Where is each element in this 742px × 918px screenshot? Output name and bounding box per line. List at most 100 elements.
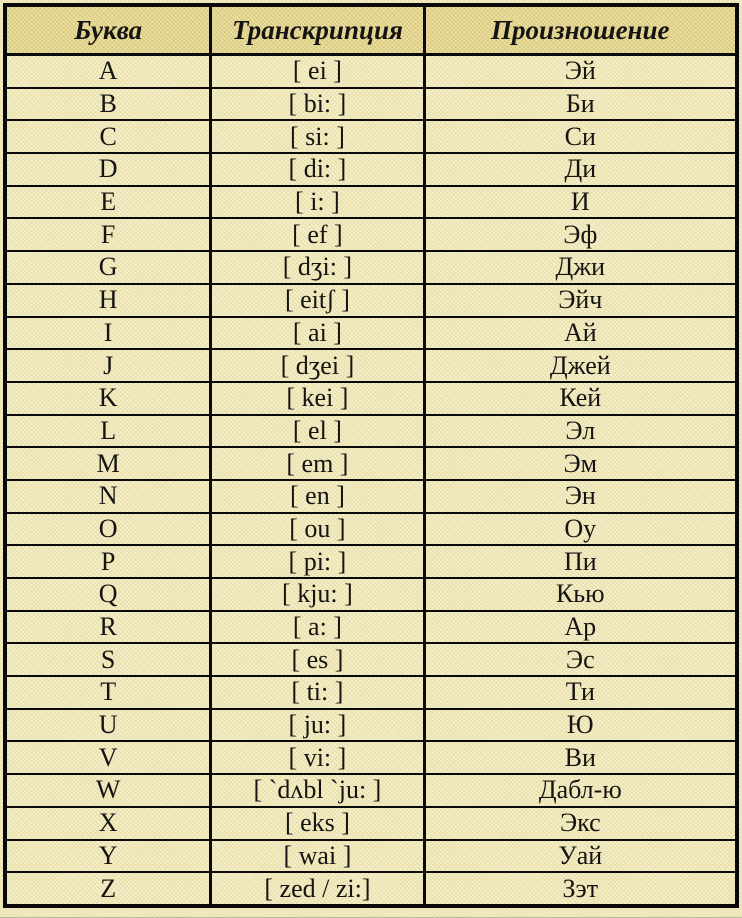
table-row: V [ vi: ] Ви: [7, 740, 735, 774]
transcription-cell: [ kei ]: [212, 382, 426, 414]
letter-cell: O: [7, 513, 213, 545]
letter-cell: F: [7, 219, 213, 251]
table-row: F [ ef ] Эф: [7, 217, 735, 251]
alphabet-table: Буква Транскрипция Произношение A [ ei ]…: [3, 3, 739, 908]
pronunciation-cell: Ю: [566, 710, 594, 740]
letter-cell: A: [7, 56, 213, 87]
table-row: N [ en ] Эн: [7, 478, 735, 512]
table-row: G [ dʒi: ] Джи: [7, 250, 735, 283]
letter-cell: U: [7, 709, 213, 741]
pronunciation-cell: Ар: [564, 612, 597, 642]
transcription-cell: [ i: ]: [212, 186, 426, 218]
letter-cell: R: [7, 611, 213, 643]
transcription-cell: [ pi: ]: [212, 546, 426, 577]
table-row: B [ bi: ] Би: [7, 86, 735, 120]
transcription-cell: [ kju: ]: [212, 579, 426, 610]
pronunciation-cell: И: [570, 187, 590, 217]
letter-cell: M: [7, 448, 213, 479]
pronunciation-cell: Кей: [559, 383, 602, 413]
transcription-cell: [ ti: ]: [212, 677, 426, 708]
pronunciation-cell: Эф: [563, 219, 598, 249]
letter-cell: E: [7, 186, 213, 218]
transcription-cell: [ em ]: [212, 448, 426, 479]
transcription-cell: [ eks ]: [212, 807, 426, 839]
pronunciation-cell: Би: [565, 89, 595, 119]
letter-cell: T: [7, 677, 213, 708]
pronunciation-cell: Джи: [555, 252, 606, 282]
letter-cell: L: [7, 415, 213, 447]
pronunciation-cell: Ай: [563, 317, 597, 347]
table-row: I [ ai ] Ай: [7, 315, 735, 349]
header-pronunciation: Произношение: [491, 14, 670, 45]
transcription-cell: [ ei ]: [212, 56, 426, 87]
transcription-cell: [ dʒi: ]: [212, 252, 426, 283]
letter-cell: N: [7, 480, 213, 512]
letter-cell: J: [7, 350, 213, 381]
table-body: A [ ei ] Эй B [ bi: ] Би C [ si: ] Си D …: [7, 56, 735, 904]
transcription-cell: [ bi: ]: [212, 88, 426, 120]
transcription-cell: [ wai ]: [212, 840, 426, 872]
table-row: H [ eitʃ ] Эйч: [7, 282, 735, 316]
table-row: K [ kei ] Кей: [7, 380, 735, 414]
table-row: R [ a: ] Ар: [7, 609, 735, 643]
pronunciation-cell: Зэт: [562, 873, 599, 903]
letter-cell: W: [7, 775, 213, 806]
transcription-cell: [ ai ]: [212, 317, 426, 349]
pronunciation-cell: Эл: [565, 415, 596, 445]
table-row: C [ si: ] Си: [7, 119, 735, 153]
transcription-cell: [ eitʃ ]: [212, 284, 426, 316]
letter-cell: C: [7, 121, 213, 153]
table-row: O [ ou ] Оу: [7, 511, 735, 545]
table-row: Q [ kju: ] Кью: [7, 577, 735, 610]
table-row: M [ em ] Эм: [7, 446, 735, 479]
pronunciation-cell: Эйч: [558, 285, 603, 315]
pronunciation-cell: Ти: [565, 677, 595, 707]
transcription-cell: [ ef ]: [212, 219, 426, 251]
letter-cell: V: [7, 742, 213, 774]
table-row: L [ el ] Эл: [7, 413, 735, 447]
transcription-cell: [ si: ]: [212, 121, 426, 153]
pronunciation-cell: Уай: [558, 840, 603, 870]
table-row: T [ ti: ] Ти: [7, 675, 735, 708]
header-letter: Буква: [7, 7, 213, 53]
pronunciation-cell: Ди: [564, 154, 597, 184]
pronunciation-cell: Эй: [564, 56, 596, 86]
letter-cell: D: [7, 154, 213, 185]
letter-cell: I: [7, 317, 213, 349]
letter-cell: G: [7, 252, 213, 283]
transcription-cell: [ zed / zi:]: [212, 873, 426, 904]
transcription-cell: [ vi: ]: [212, 742, 426, 774]
letter-cell: X: [7, 807, 213, 839]
letter-cell: H: [7, 284, 213, 316]
pronunciation-cell: Экс: [559, 808, 601, 838]
table-row: E [ i: ] И: [7, 184, 735, 218]
table-row: U [ ju: ] Ю: [7, 707, 735, 741]
transcription-cell: [ ou ]: [212, 513, 426, 545]
table-row: D [ di: ] Ди: [7, 152, 735, 185]
table-header-row: Буква Транскрипция Произношение: [7, 7, 735, 56]
table-row: X [ eks ] Экс: [7, 805, 735, 839]
transcription-cell: [ a: ]: [212, 611, 426, 643]
table-row: A [ ei ] Эй: [7, 56, 735, 87]
transcription-cell: [ dʒei ]: [212, 350, 426, 381]
table-row: Z [ zed / zi:] Зэт: [7, 871, 735, 904]
table-row: J [ dʒei ] Джей: [7, 348, 735, 381]
table-row: P [ pi: ] Пи: [7, 544, 735, 577]
pronunciation-cell: Эн: [564, 481, 596, 511]
letter-cell: K: [7, 382, 213, 414]
table-row: S [ es ] Эс: [7, 642, 735, 676]
pronunciation-cell: Ви: [564, 742, 596, 772]
letter-cell: S: [7, 644, 213, 676]
pronunciation-cell: Кью: [555, 579, 605, 609]
transcription-cell: [ di: ]: [212, 154, 426, 185]
header-transcription: Транскрипция: [212, 7, 426, 53]
letter-cell: Z: [7, 873, 213, 904]
pronunciation-cell: Дабл-ю: [538, 775, 622, 805]
transcription-cell: [ el ]: [212, 415, 426, 447]
letter-cell: P: [7, 546, 213, 577]
pronunciation-cell: Пи: [563, 546, 597, 576]
pronunciation-cell: Джей: [549, 350, 611, 380]
letter-cell: B: [7, 88, 213, 120]
pronunciation-cell: Эм: [563, 448, 598, 478]
